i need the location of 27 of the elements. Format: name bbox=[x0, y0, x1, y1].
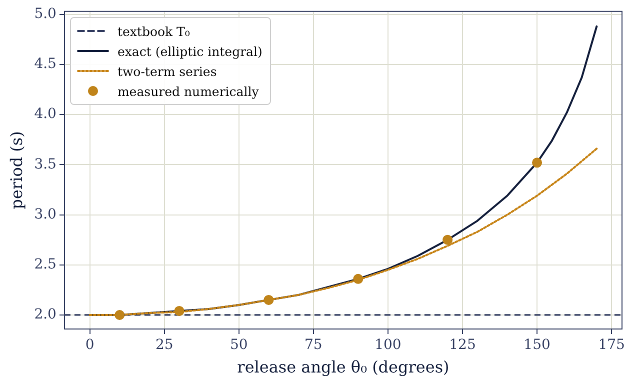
y-tick-label: 5.0 bbox=[34, 6, 56, 22]
x-tick-label: 50 bbox=[230, 337, 248, 354]
point bbox=[353, 274, 364, 284]
point bbox=[264, 294, 274, 305]
x-tick-label: 0 bbox=[85, 337, 94, 354]
x-tick-label: 25 bbox=[155, 337, 174, 354]
legend-label: measured numerically bbox=[117, 84, 259, 99]
point bbox=[114, 310, 125, 320]
point bbox=[174, 306, 184, 316]
legend-label: two-term series bbox=[117, 64, 217, 79]
x-tick-label: 100 bbox=[374, 337, 402, 354]
x-axis-title: release angle θ₀ (degrees) bbox=[237, 358, 450, 377]
y-tick-label: 2.0 bbox=[34, 306, 56, 323]
y-tick-label: 3.5 bbox=[34, 156, 56, 172]
x-tick-label: 175 bbox=[598, 337, 625, 354]
y-tick-label: 4.0 bbox=[34, 106, 56, 122]
x-tick-label: 125 bbox=[449, 337, 476, 354]
x-tick-label: 75 bbox=[304, 337, 322, 354]
x-tick-label: 150 bbox=[524, 337, 550, 354]
y-axis-title: period (s) bbox=[6, 131, 26, 210]
point bbox=[532, 158, 542, 168]
point bbox=[442, 234, 453, 245]
legend-label: exact (elliptic integral) bbox=[117, 44, 262, 59]
legend-label: textbook T₀ bbox=[117, 24, 190, 39]
y-tick-label: 4.5 bbox=[34, 56, 56, 72]
y-tick-label: 2.5 bbox=[34, 256, 56, 273]
y-tick-label: 3.0 bbox=[34, 206, 56, 222]
